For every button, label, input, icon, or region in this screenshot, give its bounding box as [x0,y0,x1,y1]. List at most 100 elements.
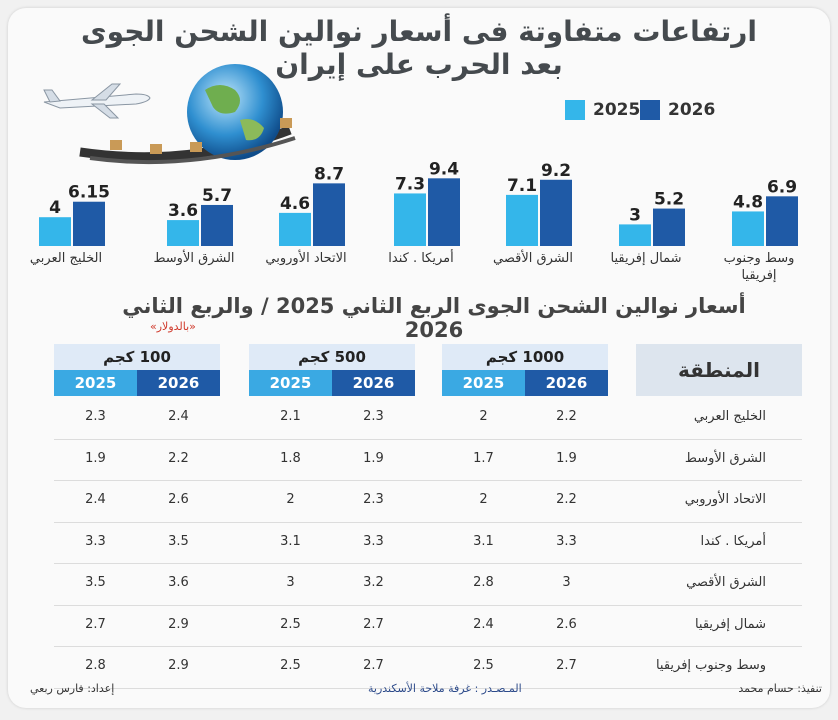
bar-2025-value-label: 7.1 [507,176,537,196]
weight-group-header: 1000 كجم [442,344,608,370]
table-cell: 2.6 [168,492,189,507]
table-cell: 1.9 [85,450,106,466]
footer-prepared: إعداد: فارس ربعي [30,682,115,695]
region-name: أمريكا . كندا [700,533,766,549]
year-header-2025: 2025 [442,370,525,396]
bar-chart: 4 6.15 3.65.7 4.68.7 7.39.4 7.19.2 3 5.2 4.86.9 [39,159,798,246]
bar-2026 [766,196,798,246]
table-cell: 2.9 [168,616,189,632]
table-cell: 2.6 [556,616,577,632]
table-cell: 2.7 [363,616,384,632]
table-cell: 2.2 [556,492,577,507]
table-cell: 3 [286,575,295,590]
airplane-icon [43,83,151,119]
cargo-box-icon [110,140,122,150]
table-cell: 2.8 [473,575,494,590]
year-header-2026: 2026 [137,370,220,396]
cargo-box-icon [150,144,162,154]
bar-2025-value-label: 4.8 [733,192,763,212]
row-divider [54,563,802,564]
bar-2025 [619,224,651,246]
bar-2025 [39,217,71,246]
table-cell: 2.4 [473,616,494,632]
bar-2026 [313,183,345,246]
table-cell: 3.3 [556,533,577,549]
table-cell: 2.1 [280,409,301,424]
table-cell: 1.9 [363,450,384,466]
bar-2026 [540,179,572,246]
bar-2025 [167,220,199,246]
footer-source: المـصـدر : غرفة ملاحة الأسكندرية [368,682,522,695]
table-cell: 1.8 [280,450,301,466]
bar-2025-value-label: 4.6 [280,194,310,214]
table-cell: 2 [479,492,488,507]
bar-2025-value-label: 3.6 [168,201,198,221]
legend-2025: 2025 [565,100,640,120]
bar-2026-value-label: 9.2 [541,161,571,181]
table-cell: 3.6 [168,575,189,590]
legend-2026: 2026 [640,100,715,120]
table-cell: 3.5 [85,575,106,590]
category-label: شمال إفريقيا [610,251,682,266]
weight-group-header: 500 كجم [249,344,415,370]
bar-2025 [506,194,538,246]
row-divider [54,438,802,440]
row-divider [54,604,802,606]
legend-2025-swatch [565,100,585,120]
bar-2025-value-label: 3 [629,205,641,225]
table-cell: 2.7 [363,658,384,673]
conveyor-belt-front [89,136,296,165]
table-cell: 2.7 [556,658,577,673]
bar-2026-value-label: 5.2 [654,190,684,210]
year-header-2025: 2025 [249,370,332,396]
year-header-2026: 2026 [332,370,415,396]
table-cell: 2.2 [556,409,577,424]
table-cell: 1.7 [473,450,494,466]
footer-execution: تنفيذ: حسام محمد [738,682,822,695]
bar-2025-value-label: 7.3 [395,174,425,194]
currency-unit: «بالدولار» [150,320,196,333]
table-cell: 2.4 [85,492,106,507]
row-divider [54,480,802,481]
year-header-2026: 2026 [525,370,608,396]
category-label: الشرق الأقصي [493,251,573,266]
bar-2026 [428,178,460,246]
row-divider [54,521,802,523]
table-cell: 3.2 [363,575,384,590]
bar-2025-value-label: 4 [49,198,61,218]
table-cell: 2 [479,409,488,424]
table-cell: 3.3 [85,533,106,549]
table-cell: 2.9 [168,658,189,673]
region-name: وسط وجنوب إفريقيا [655,658,766,673]
bar-2025 [394,193,426,246]
cargo-box-icon [280,118,292,128]
region-name: الاتحاد الأوروبي [684,492,766,507]
table-cell: 2.3 [363,492,384,507]
table-cell: 3.1 [473,533,494,549]
table-cell: 1.9 [556,450,577,466]
category-label: الخليج العربي [29,251,103,266]
table-cell: 2.8 [85,658,106,673]
bar-2025 [732,211,764,246]
airplane-globe-illustration [43,64,296,165]
table-cell: 2.5 [280,658,301,673]
bar-2025 [279,212,311,246]
bar-2026-value-label: 8.7 [314,164,344,184]
bar-2026 [73,201,105,246]
weight-group-header: 100 كجم [54,344,220,370]
table-cell: 2.5 [473,658,494,673]
row-divider [54,687,802,689]
table-cell: 2.5 [280,616,301,632]
category-label: الشرق الأوسط [153,251,235,266]
year-header-2025: 2025 [54,370,137,396]
table-cell: 3.3 [363,533,384,549]
main-title: ارتفاعات متفاوتة فى أسعار نوالين الشحن ا… [80,15,758,81]
region-name: الشرق الأوسط [684,450,766,466]
bar-2026-value-label: 5.7 [202,186,232,206]
table-cell: 2.4 [168,409,189,424]
cargo-box-icon [190,142,202,152]
legend-2026-swatch [640,100,660,120]
bar-2026-value-label: 6.9 [767,177,797,197]
category-label: الاتحاد الأوروبي [265,251,347,266]
table-cell: 2.3 [85,409,106,424]
